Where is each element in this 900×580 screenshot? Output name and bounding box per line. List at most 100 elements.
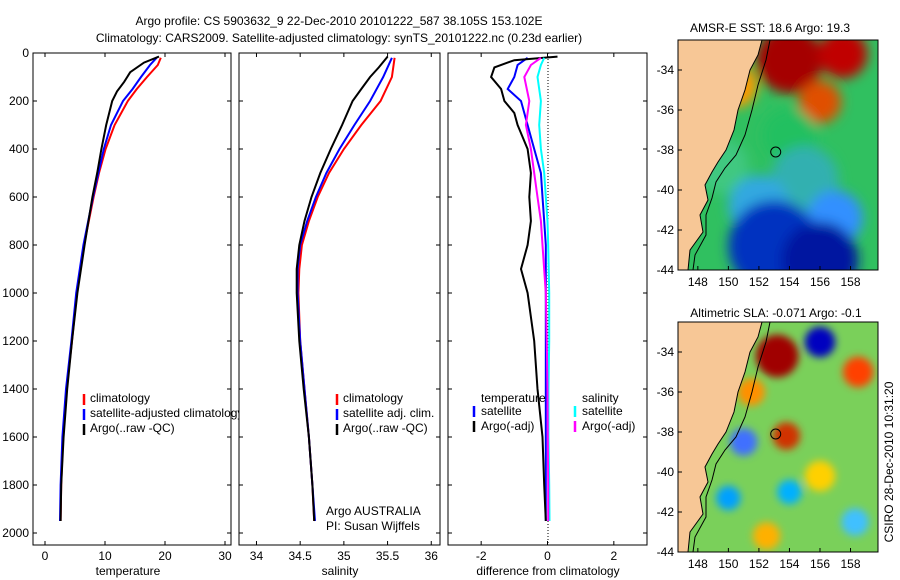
y-tick-label: 0 <box>22 46 29 60</box>
map-y-tick-label: -36 <box>657 103 675 117</box>
map-x-tick-label: 148 <box>688 275 708 289</box>
argo-location-marker <box>770 428 782 440</box>
temperature-legend: climatology satellite-adjusted climatolo… <box>82 391 243 435</box>
argo-location-marker <box>770 146 782 158</box>
sla-field-patch <box>842 356 874 388</box>
temperature-xlabel: temperature <box>96 564 161 578</box>
figure-title-line1: Argo profile: CS 5903632_9 22-Dec-2010 2… <box>136 14 543 28</box>
credit-pi: PI: Susan Wijffels <box>326 519 420 533</box>
difference-panel: -2 0 2 difference from climatology tempera… <box>447 52 648 578</box>
legend-label-sal-argo: Argo(-adj) <box>582 419 635 433</box>
sla-field-patch <box>841 508 869 536</box>
sst-map-title: AMSR-E SST: 18.6 Argo: 19.3 <box>690 21 850 35</box>
salinity-panel: 34 34.5 35 35.5 36 salinity climatology sate… <box>238 52 441 578</box>
sla-field-patch <box>716 485 741 511</box>
legend-label-climatology: climatology <box>90 391 150 405</box>
salinity-xlabel: salinity <box>322 564 359 578</box>
map-x-tick-label: 148 <box>688 557 708 571</box>
map-x-tick-label: 150 <box>718 557 738 571</box>
salinity-legend: climatology satellite adj. clim. Argo(..… <box>335 391 434 435</box>
map-x-tick-label: 156 <box>810 557 830 571</box>
sst-map-panel: AMSR-E SST: 18.6 Argo: 19.3 148 150 152 154… <box>657 21 879 289</box>
legend-label-climatology: climatology <box>343 391 403 405</box>
temperature-panel: 0 200 400 600 800 1000 1200 1400 1600 1800 2000 0 10… <box>2 46 243 578</box>
x-tick-label: 30 <box>218 549 232 563</box>
map-y-tick-label: -40 <box>657 465 675 479</box>
difference-xlabel: difference from climatology <box>476 564 619 578</box>
map-x-tick-label: 154 <box>779 275 799 289</box>
legend-label-temp-satellite: satellite <box>481 404 522 418</box>
map-y-tick-label: -38 <box>657 143 675 157</box>
map-y-tick-label: -44 <box>657 263 675 277</box>
series-temperature-satellite <box>506 56 547 521</box>
sst-field-patch <box>818 40 868 79</box>
sla-shelf-contour <box>692 322 771 552</box>
sst-shelf-contour <box>692 40 771 270</box>
x-tick-label: 34 <box>250 549 264 563</box>
series-argo-raw-qc <box>59 55 160 522</box>
legend-label-argo: Argo(..raw -QC) <box>90 421 175 435</box>
map-x-tick-label: 154 <box>779 557 799 571</box>
sla-field-patch <box>752 522 781 550</box>
sla-field-patch <box>804 460 836 492</box>
map-x-tick-label: 158 <box>841 557 861 571</box>
map-x-tick-label: 152 <box>749 557 769 571</box>
map-y-tick-label: -34 <box>657 63 675 77</box>
y-tick-label: 1400 <box>2 382 29 396</box>
sst-land-mask <box>678 40 762 270</box>
sst-field-patch <box>755 40 824 94</box>
sst-field-patch <box>781 221 859 270</box>
map-y-tick-label: -38 <box>657 425 675 439</box>
salinity-axes-frame <box>238 52 441 546</box>
sla-map-frame <box>677 321 879 553</box>
legend-header-temperature: temperature <box>481 391 546 405</box>
legend-header-salinity: salinity <box>582 391 619 405</box>
series-argo-raw-qc <box>295 55 389 522</box>
sla-land-mask <box>678 322 762 552</box>
csiro-timestamp: CSIRO 28-Dec-2010 10:31:20 <box>882 381 896 542</box>
x-tick-label: 20 <box>158 549 172 563</box>
x-tick-label: 35 <box>337 549 351 563</box>
legend-label-satellite: satellite adj. clim. <box>343 406 434 420</box>
y-tick-label: 400 <box>9 142 29 156</box>
series-temperature-argo-adj <box>489 55 558 522</box>
map-x-tick-label: 152 <box>749 275 769 289</box>
sst-map-frame <box>677 39 879 271</box>
difference-legend: temperature satellite Argo(-adj) salinit… <box>472 391 635 433</box>
y-tick-label: 1200 <box>2 334 29 348</box>
x-tick-label: 35.5 <box>376 549 400 563</box>
y-tick-label: 1600 <box>2 430 29 444</box>
sla-field-patch <box>772 422 801 450</box>
y-tick-label: 1000 <box>2 286 29 300</box>
map-y-tick-label: -42 <box>657 223 675 237</box>
y-tick-label: 2000 <box>2 526 29 540</box>
sla-field-patch <box>729 428 758 456</box>
figure-title-line2: Climatology: CARS2009. Satellite-adjuste… <box>96 31 582 45</box>
y-tick-label: 800 <box>9 238 29 252</box>
map-x-tick-label: 158 <box>841 275 861 289</box>
map-y-tick-label: -36 <box>657 385 675 399</box>
x-tick-label: -2 <box>476 549 487 563</box>
x-tick-label: 10 <box>98 549 112 563</box>
series-salinity-argo-adj <box>523 56 550 521</box>
x-tick-label: 0 <box>544 549 551 563</box>
sla-field-patch <box>737 378 766 406</box>
x-tick-label: 2 <box>610 549 617 563</box>
sla-field-patch <box>755 334 799 378</box>
y-tick-label: 1800 <box>2 478 29 492</box>
temperature-axes-frame <box>32 52 232 546</box>
sla-map-title: Altimetric SLA: -0.071 Argo: -0.1 <box>690 306 862 320</box>
sla-field-patch <box>777 479 802 505</box>
legend-label-temp-argo: Argo(-adj) <box>481 419 534 433</box>
legend-label-sal-satellite: satellite <box>582 404 623 418</box>
legend-label-satellite-adjusted: satellite-adjusted climatology <box>90 406 243 420</box>
x-tick-label: 0 <box>42 549 49 563</box>
legend-label-argo: Argo(..raw -QC) <box>343 421 428 435</box>
map-y-tick-label: -40 <box>657 183 675 197</box>
x-tick-label: 36 <box>425 549 439 563</box>
map-y-tick-label: -42 <box>657 505 675 519</box>
map-x-tick-label: 150 <box>718 275 738 289</box>
map-y-tick-label: -44 <box>657 545 675 559</box>
sla-map-panel: Altimetric SLA: -0.071 Argo: -0.1 148 150… <box>657 306 879 571</box>
